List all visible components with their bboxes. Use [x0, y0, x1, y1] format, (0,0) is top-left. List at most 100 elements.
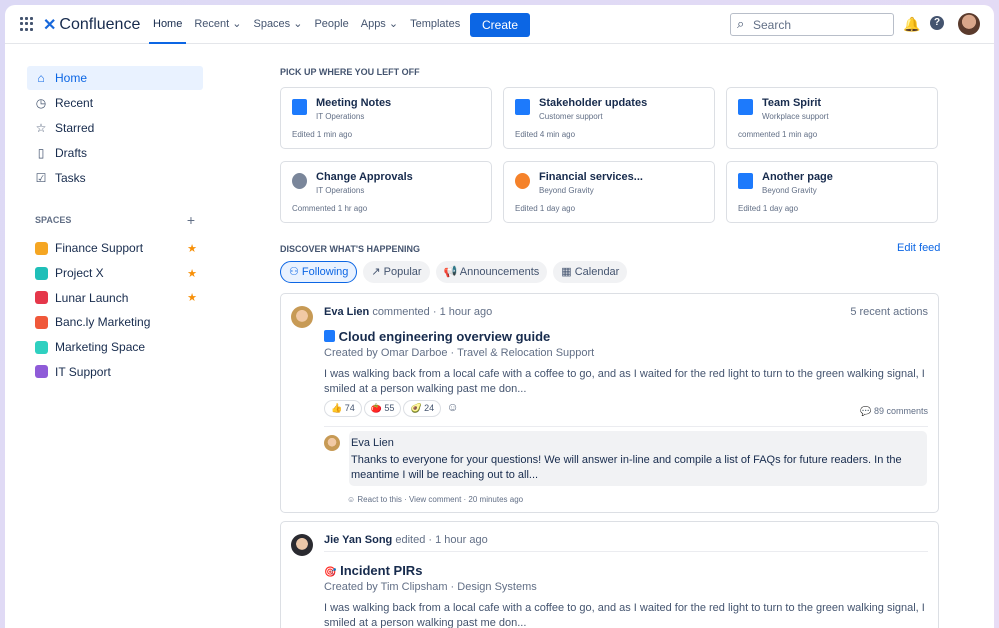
edit-feed-link[interactable]: Edit feed [897, 242, 940, 254]
card-title: Financial services... [539, 171, 643, 184]
space-name: Project X [55, 266, 104, 280]
view-comment-link[interactable]: View comment [409, 495, 461, 504]
recent-card[interactable]: Meeting Notes IT Operations Edited 1 min a… [280, 87, 492, 149]
space-logo-icon [35, 242, 48, 255]
sidebar: ⌂Home ◷Recent ☆Starred ▯Drafts ☑Tasks SP… [27, 66, 203, 384]
tab-popular[interactable]: ↗ Popular [363, 261, 429, 283]
card-title: Change Approvals [316, 171, 413, 184]
label: Popular [384, 266, 422, 278]
space[interactable]: Design Systems [457, 581, 536, 593]
search-input[interactable]: Search [730, 13, 894, 36]
reply-author[interactable]: Eva Lien [351, 436, 394, 450]
reply-avatar [324, 435, 340, 451]
star-icon[interactable]: ★ [187, 242, 197, 255]
app-switcher-icon[interactable] [20, 17, 34, 31]
nav-home[interactable]: Home [147, 5, 188, 44]
space-item[interactable]: Banc.ly Marketing [27, 310, 203, 335]
author[interactable]: Eva Lien [324, 306, 369, 318]
clock-icon: ◷ [35, 96, 47, 110]
page-link[interactable]: Cloud engineering overview guide [324, 329, 550, 344]
sidebar-item-recent[interactable]: ◷Recent [27, 91, 203, 115]
page-icon [292, 173, 307, 189]
calendar-icon: ▦ [561, 266, 574, 278]
nav-recent[interactable]: Recent ⌄ [188, 5, 247, 44]
nav-apps-label: Apps [361, 18, 386, 30]
confluence-icon: ✕ [43, 15, 56, 35]
tab-following[interactable]: ⚇ Following [280, 261, 357, 283]
reply-time: 20 minutes ago [468, 495, 523, 504]
recent-actions[interactable]: 5 recent actions [850, 306, 928, 318]
app-name: Confluence [59, 16, 140, 34]
card-title: Meeting Notes [316, 97, 391, 110]
confluence-logo[interactable]: ✕Confluence [43, 15, 140, 35]
card-meta: Edited 1 min ago [292, 130, 352, 140]
divider [324, 551, 928, 552]
avatar [291, 534, 313, 556]
space-item[interactable]: Project X ★ [27, 261, 203, 286]
space[interactable]: Travel & Relocation Support [457, 347, 594, 359]
page-icon [738, 99, 753, 115]
profile-avatar[interactable] [958, 13, 980, 35]
reaction-avocado[interactable]: 🥑 24 [403, 400, 441, 417]
create-button[interactable]: Create [470, 13, 530, 37]
page-icon [738, 173, 753, 189]
add-space-icon[interactable]: + [187, 212, 195, 228]
draft-icon: ▯ [35, 146, 47, 160]
card-space: Beyond Gravity [539, 186, 594, 196]
space-item[interactable]: IT Support [27, 359, 203, 384]
action: commented [372, 306, 429, 318]
add-reaction-icon[interactable]: ☺ [443, 400, 459, 414]
nav-people[interactable]: People [308, 5, 354, 44]
space-item[interactable]: Marketing Space [27, 335, 203, 360]
spaces-header: SPACES [35, 215, 71, 225]
page-link[interactable]: 🎯 Incident PIRs [324, 563, 422, 578]
comment-icon: 💬 [860, 406, 874, 416]
react-link[interactable]: React to this [357, 495, 401, 504]
space-name: IT Support [55, 365, 111, 379]
card-meta: Edited 1 day ago [515, 204, 575, 214]
reaction-tomato[interactable]: 🍅 55 [364, 400, 402, 417]
recent-card[interactable]: Financial services... Beyond Gravity Edite… [503, 161, 715, 223]
recent-card[interactable]: Another pageBeyond GravityEdited 1 day a… [726, 161, 938, 223]
sidebar-item-drafts[interactable]: ▯Drafts [27, 141, 203, 165]
card-space: IT Operations [316, 112, 364, 122]
sidebar-item-home[interactable]: ⌂Home [27, 66, 203, 90]
help-icon[interactable]: ? [930, 16, 944, 30]
space-logo-icon [35, 291, 48, 304]
label: Announcements [460, 266, 540, 278]
label: Calendar [575, 266, 620, 278]
card-title: Stakeholder updates [539, 97, 647, 110]
label: 89 comments [874, 406, 928, 416]
nav-apps[interactable]: Apps ⌄ [355, 5, 404, 44]
tab-announcements[interactable]: 📢 Announcements [436, 261, 548, 283]
reaction-thumbs-up[interactable]: 👍 74 [324, 400, 362, 417]
tab-calendar[interactable]: ▦ Calendar [553, 261, 627, 283]
sidebar-item-starred[interactable]: ☆Starred [27, 116, 203, 140]
comments-count[interactable]: 💬 89 comments [860, 406, 928, 417]
card-title: Another page [762, 171, 833, 184]
star-icon[interactable]: ★ [187, 291, 197, 304]
page-icon [292, 99, 307, 115]
recent-header: PICK UP WHERE YOU LEFT OFF [280, 67, 420, 77]
space-name: Lunar Launch [55, 291, 128, 305]
card-meta: commented 1 min ago [738, 130, 817, 140]
star-icon[interactable]: ★ [187, 267, 197, 280]
nav-templates[interactable]: Templates [404, 5, 466, 44]
label: Starred [55, 121, 94, 135]
nav-spaces[interactable]: Spaces ⌄ [247, 5, 308, 44]
notifications-icon[interactable]: 🔔 [903, 16, 920, 33]
home-icon: ⌂ [35, 71, 47, 85]
recent-card[interactable]: Stakeholder updatesCustomer supportEdite… [503, 87, 715, 149]
author[interactable]: Jie Yan Song [324, 534, 392, 546]
label: Following [302, 266, 348, 278]
space-item[interactable]: Finance Support★ [27, 236, 203, 261]
sidebar-item-tasks[interactable]: ☑Tasks [27, 166, 203, 190]
card-space: Beyond Gravity [762, 186, 817, 196]
recent-card[interactable]: Team SpiritWorkplace supportcommented 1 … [726, 87, 938, 149]
space-logo-icon [35, 365, 48, 378]
incident-icon: 🎯 [324, 567, 336, 578]
recent-card[interactable]: Change ApprovalsIT OperationsCommented 1… [280, 161, 492, 223]
reply-text: Thanks to everyone for your questions! W… [351, 453, 921, 483]
space-logo-icon [35, 341, 48, 354]
space-item[interactable]: Lunar Launch ★ [27, 285, 203, 310]
